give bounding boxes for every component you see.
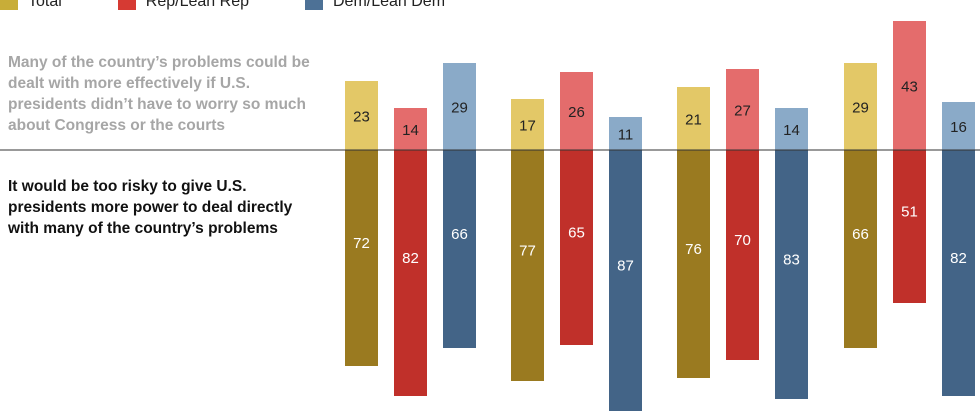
legend-label: Rep/Lean Rep [145, 0, 249, 10]
data-label-bottom: 72 [353, 235, 370, 252]
bar-top-total-2 [511, 99, 544, 150]
bar-bottom-dem-lean-dem-1 [443, 150, 476, 348]
statement-bottom: It would be too risky to give U.S. presi… [8, 178, 293, 237]
bar-bottom-dem-lean-dem-4 [942, 150, 975, 396]
legend: Total Rep/Lean Rep Dem/Lean Dem [0, 0, 501, 12]
legend-swatch [0, 0, 18, 10]
data-label-top: 29 [451, 100, 468, 117]
bar-top-dem-lean-dem-3 [775, 108, 808, 150]
data-label-bottom: 66 [451, 226, 468, 243]
data-label-bottom: 82 [950, 250, 967, 267]
bar-bottom-rep-lean-rep-3 [726, 150, 759, 360]
bar-bottom-dem-lean-dem-3 [775, 150, 808, 399]
data-label-top: 16 [950, 119, 967, 136]
bar-bottom-dem-lean-dem-2 [609, 150, 642, 411]
data-label-bottom: 76 [685, 241, 702, 258]
bar-top-dem-lean-dem-2 [609, 117, 642, 150]
bar-top-rep-lean-rep-4 [893, 21, 926, 150]
bar-top-dem-lean-dem-1 [443, 63, 476, 150]
data-label-top: 26 [568, 104, 585, 121]
data-label-bottom: 82 [402, 250, 419, 267]
data-label-bottom: 51 [901, 204, 918, 221]
bar-bottom-rep-lean-rep-2 [560, 150, 593, 345]
data-label-top: 17 [519, 118, 536, 135]
legend-label: Dem/Lean Dem [332, 0, 446, 10]
bar-top-dem-lean-dem-4 [942, 102, 975, 150]
bar-bottom-total-3 [677, 150, 710, 378]
bar-bottom-rep-lean-rep-1 [394, 150, 427, 396]
data-label-top: 11 [618, 127, 634, 144]
data-label-bottom: 66 [852, 226, 869, 243]
legend-item: Dem/Lean Dem [304, 0, 446, 11]
data-label-top: 23 [353, 109, 370, 126]
bar-bottom-total-2 [511, 150, 544, 381]
data-label-top: 43 [901, 79, 918, 96]
bar-top-total-3 [677, 87, 710, 150]
data-label-bottom: 87 [617, 258, 634, 275]
data-label-top: 21 [685, 112, 702, 129]
statement-top: Many of the country’s problems could be … [8, 54, 310, 134]
bar-bottom-total-1 [345, 150, 378, 366]
legend-item: Total [0, 0, 62, 11]
bar-top-total-1 [345, 81, 378, 150]
legend-label: Total [28, 0, 62, 10]
data-label-bottom: 77 [519, 243, 536, 260]
legend-item: Rep/Lean Rep [117, 0, 249, 11]
data-label-bottom: 65 [568, 225, 585, 242]
data-label-top: 29 [852, 100, 869, 117]
bar-top-rep-lean-rep-2 [560, 72, 593, 150]
bar-bottom-rep-lean-rep-4 [893, 150, 926, 303]
data-label-bottom: 83 [783, 252, 800, 269]
bar-top-rep-lean-rep-1 [394, 108, 427, 150]
legend-swatch [304, 0, 323, 10]
data-label-top: 14 [402, 122, 419, 139]
bar-top-rep-lean-rep-3 [726, 69, 759, 150]
data-label-bottom: 70 [734, 232, 751, 249]
legend-swatch [117, 0, 136, 10]
data-label-top: 14 [783, 122, 800, 139]
bar-top-total-4 [844, 63, 877, 150]
bar-bottom-total-4 [844, 150, 877, 348]
data-label-top: 27 [734, 103, 751, 120]
